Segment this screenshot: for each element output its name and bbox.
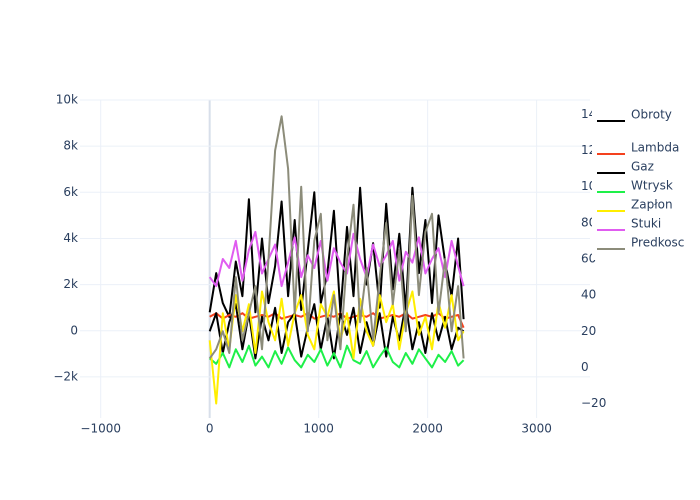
x-tick-label: 1000 (303, 422, 334, 436)
y2-tick-label: 20 (581, 324, 596, 338)
y-tick-label: 8k (63, 139, 78, 153)
y2-tick-label: 0 (581, 360, 589, 374)
y2-tick-label: 40 (581, 288, 596, 302)
y2-tick-label: −20 (581, 396, 606, 410)
legend-background (592, 100, 700, 260)
series-line (209, 344, 465, 369)
y-tick-label: 2k (63, 277, 78, 291)
legend-label: Predkosc (631, 236, 684, 250)
x-tick-label: 0 (206, 422, 214, 436)
plot-area (208, 115, 465, 405)
x-tick-label: 2000 (412, 422, 443, 436)
legend-label: Stuki (631, 217, 661, 231)
legend-label: Wtrysk (631, 179, 673, 193)
legend-label: Zapłon (631, 198, 673, 212)
y-tick-label: −2k (53, 369, 78, 383)
legend-label: Gaz (631, 160, 654, 174)
y-tick-label: 10k (56, 93, 78, 107)
series-line (208, 115, 465, 359)
legend: Obroty Lambda Gaz Wtrysk Zapłon Stuki Predkosc (592, 100, 700, 260)
legend-label: Obroty (631, 108, 672, 122)
y-tick-label: 6k (63, 185, 78, 199)
x-tick-label: −1000 (80, 422, 121, 436)
series-line (208, 186, 465, 320)
grid (80, 99, 590, 418)
legend-label: Lambda (631, 141, 679, 155)
x-tick-label: 3000 (521, 422, 552, 436)
y-tick-label: 4k (63, 231, 78, 245)
y-tick-label: 0 (70, 323, 78, 337)
